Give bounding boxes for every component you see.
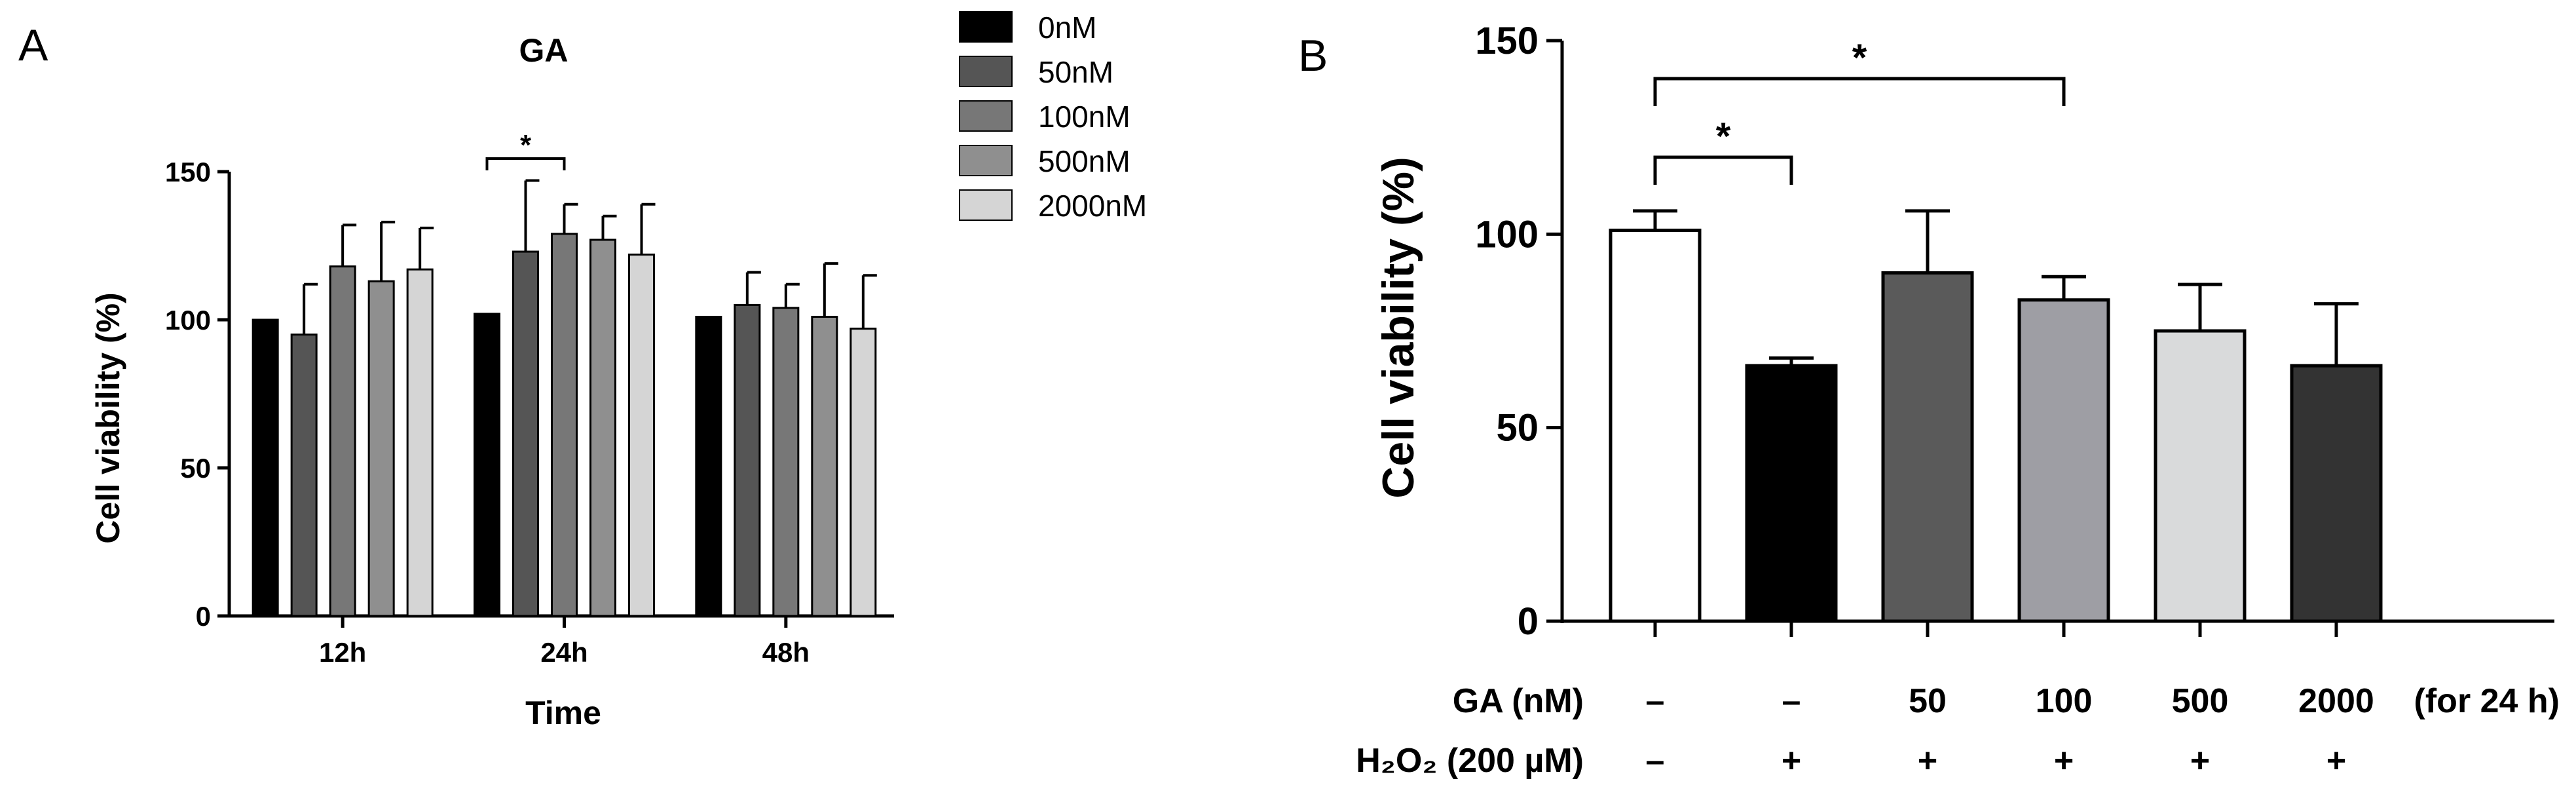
panel-a-bar [329,265,356,617]
panel-a-bar [551,233,578,617]
panel-b-plot: 0 50 100 150 * * [1475,20,2554,643]
panel-b-significance-star: * [1852,37,1867,79]
panel-b-condition-value: – [1646,682,1665,720]
panel-b-y-tick-label: 50 [1496,407,1539,450]
panel-a-legend-label: 2000nM [1038,189,1147,223]
panel-a-bar [367,280,395,617]
panel-a-bar [589,239,616,617]
panel-a-title: GA [519,32,569,69]
panel-a-label: A [18,20,48,70]
panel-b-condition-value: – [1646,742,1665,780]
panel-a-significance-star: * [520,129,532,161]
panel-a-legend-swatch [959,56,1013,87]
panel-a-y-tick-label: 150 [165,157,211,187]
panel-b-significance-bracket [1653,77,2066,106]
panel-a-bar [628,254,655,617]
panel-a-x-axis-title: Time [525,695,601,731]
panel-a-x-tick-label: 48h [762,637,810,668]
panel-b-bar [2017,298,2110,623]
panel-b-condition-value: + [1918,742,1937,780]
panel-b-y-axis-title: Cell viability (%) [1373,157,1423,498]
panel-a-bar [811,315,838,617]
panel-a-legend-label: 50nM [1038,55,1113,89]
panel-b-condition-label: GA (nM) [1453,682,1584,720]
panel-b-condition-label: H₂O₂ (200 µM) [1356,742,1584,780]
panel-b-y-tick-label: 0 [1518,600,1539,643]
panel-a-legend-swatch [959,100,1013,132]
panel-b-condition-value: 100 [2036,682,2093,720]
panel-a-bar [734,303,761,617]
panel-a-y-axis-title: Cell viability (%) [90,292,126,543]
panel-a-bar [290,334,318,617]
panel-a-legend-label: 0nM [1038,10,1096,45]
panel-b-condition-value: 50 [1909,682,1947,720]
panel-b-condition-value: 2000 [2298,682,2374,720]
panel-a-bar [695,315,722,617]
panel-b-condition-value: + [1782,742,1801,780]
panel-a-bar [772,307,800,617]
panel-b-bar [1881,271,1974,623]
panel-b-label: B [1298,31,1328,81]
panel-a-x-tick-label: 24h [540,637,588,668]
panel-b-conditions: GA (nM) – – 50 100 500 2000 (for 24 h) H₂O₂ (200… [1356,682,2560,780]
panel-a-bar [406,268,434,617]
panel-b-condition-value: + [2326,742,2346,780]
panel-b-y-tick-label: 100 [1475,213,1539,256]
panel-b-significance-bracket [1653,155,1793,185]
panel-b-bar [2154,329,2247,623]
panel-a-plot: 0 50 100 150 12h 24h 48h * [165,129,894,668]
panel-a-legend-swatch [959,189,1013,221]
panel-a-legend-swatch [959,145,1013,176]
panel-a-bar [512,250,539,617]
panel-a-legend-swatch [959,11,1013,43]
panel-b-y-tick-label: 150 [1475,20,1539,62]
panel-a-x-tick-label: 12h [319,637,366,668]
panel-a-significance-bracket [485,157,566,170]
panel-b-significance-star: * [1716,115,1731,158]
panel-b-condition-value: – [1782,682,1801,720]
panel-b-bar [1609,228,1702,623]
panel-b-bar [1745,364,1838,623]
panel-a-y-tick-label: 0 [196,601,211,632]
panel-a-bar [849,328,877,617]
panel-a-y-tick-label: 100 [165,305,211,335]
panel-b-condition-value: + [2190,742,2210,780]
panel-a-legend-label: 100nM [1038,100,1130,134]
panel-b-condition-suffix: (for 24 h) [2414,682,2560,720]
panel-a-y-tick-label: 50 [180,453,211,484]
panel-a-bar [474,313,500,617]
panel-b-condition-value: 500 [2172,682,2229,720]
panel-a-legend-label: 500nM [1038,144,1130,178]
panel-b-condition-value: + [2054,742,2074,780]
panel-b-bar [2290,364,2383,623]
panel-a-legend: 0nM 50nM 100nM 500nM 2000nM [959,10,1147,223]
panel-a-bar [252,318,279,617]
